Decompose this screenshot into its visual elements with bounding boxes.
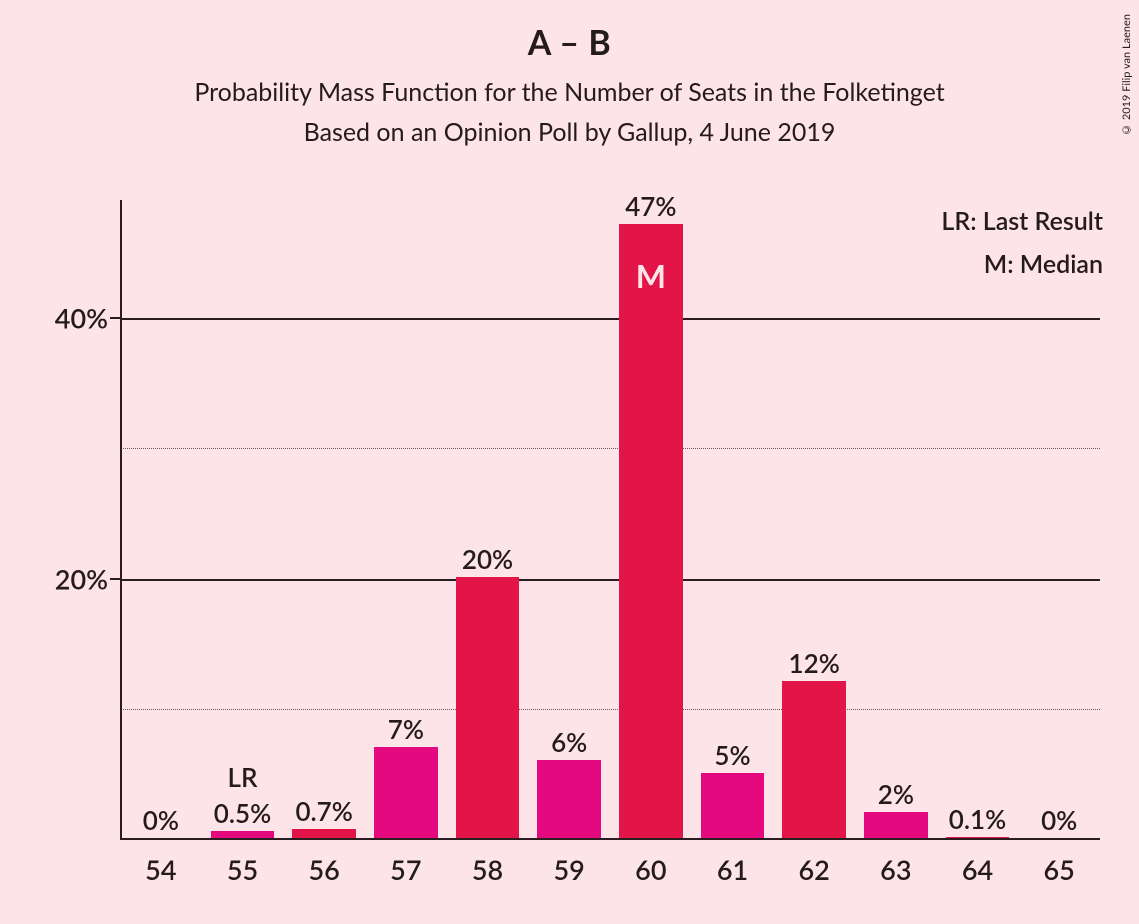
x-axis-label: 54 <box>145 853 176 886</box>
bar <box>946 837 1010 838</box>
x-axis-label: 65 <box>1043 853 1074 886</box>
x-axis-label: 55 <box>227 853 258 886</box>
y-tick <box>110 578 120 580</box>
bar-value-label: 0.1% <box>949 803 1006 835</box>
copyright-text: © 2019 Filip van Laenen <box>1120 14 1133 136</box>
y-axis-label: 20% <box>38 562 108 595</box>
bar <box>782 681 846 838</box>
bar <box>619 224 683 838</box>
bar-value-label: 47% <box>625 190 676 222</box>
bar <box>292 829 356 838</box>
bar-value-label: 0% <box>1041 804 1077 836</box>
bar <box>701 773 765 838</box>
bar <box>211 831 275 838</box>
x-axis-label: 60 <box>635 853 666 886</box>
x-axis-label: 63 <box>880 853 911 886</box>
bar <box>374 747 438 838</box>
chart-title: A – B <box>0 22 1139 63</box>
y-tick <box>110 317 120 319</box>
bar-value-label: 5% <box>714 739 750 771</box>
x-axis-label: 61 <box>717 853 748 886</box>
chart-subtitle-1: Probability Mass Function for the Number… <box>0 77 1139 107</box>
y-axis-line <box>120 200 122 840</box>
bar-value-label: 0.5% <box>214 797 271 829</box>
gridline-minor <box>120 709 1100 710</box>
bar-value-label: 0.7% <box>295 795 352 827</box>
bar-value-label: 6% <box>551 726 587 758</box>
x-axis-line <box>120 838 1100 840</box>
x-axis-label: 58 <box>472 853 503 886</box>
x-axis-label: 57 <box>390 853 421 886</box>
bar <box>864 812 928 838</box>
chart-container: A – B Probability Mass Function for the … <box>0 0 1139 924</box>
median-annotation: M <box>636 256 666 295</box>
chart-subtitle-2: Based on an Opinion Poll by Gallup, 4 Ju… <box>0 117 1139 147</box>
bar <box>537 760 601 838</box>
gridline-major <box>120 318 1100 320</box>
bar-value-label: 2% <box>878 778 914 810</box>
last-result-annotation: LR <box>228 761 258 793</box>
x-axis-label: 64 <box>962 853 993 886</box>
bar-value-label: 7% <box>388 713 424 745</box>
gridline-major <box>120 579 1100 581</box>
bar <box>456 577 520 838</box>
title-block: A – B Probability Mass Function for the … <box>0 22 1139 157</box>
x-axis-label: 62 <box>798 853 829 886</box>
bar-value-label: 20% <box>462 543 513 575</box>
plot-area: 20%40%0%54LR0.5%550.7%567%5720%586%5947%… <box>120 200 1100 840</box>
gridline-minor <box>120 448 1100 449</box>
x-axis-label: 56 <box>308 853 339 886</box>
bar-value-label: 0% <box>143 804 179 836</box>
bar-value-label: 12% <box>789 647 840 679</box>
x-axis-label: 59 <box>553 853 584 886</box>
y-axis-label: 40% <box>38 301 108 334</box>
